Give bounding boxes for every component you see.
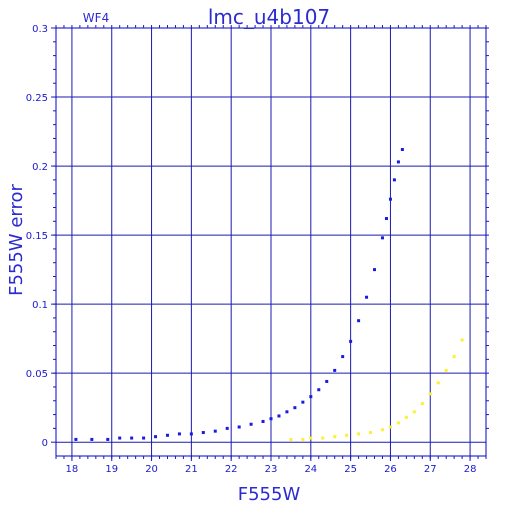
data-point [357,432,361,436]
data-point [189,432,193,436]
data-point [444,368,448,372]
data-point [380,236,384,240]
data-point [396,160,400,164]
tick-labels: 18 19 20 21 22 23 24 25 26 27 28 0 0.05 0.1 0.15 0.2 0.2… [26,24,477,475]
data-point [380,428,384,432]
x-tick-label: 18 [66,464,79,475]
data-point [177,432,181,436]
x-tick-label: 25 [344,464,357,475]
data-point [428,392,432,396]
data-point [436,381,440,385]
data-point [106,437,110,441]
data-point [357,319,361,323]
data-point [460,338,464,342]
x-tick-label: 20 [145,464,158,475]
data-point [333,368,337,372]
x-tick-label: 26 [384,464,397,475]
data-point [384,217,388,221]
y-tick-label: 0.3 [32,24,48,35]
data-point [237,425,241,429]
data-point [277,414,281,418]
x-tick-label: 24 [304,464,317,475]
data-point [404,415,408,419]
x-tick-label: 22 [225,464,238,475]
x-tick-label: 19 [105,464,118,475]
series-2 [289,338,464,441]
data-point [341,355,345,359]
data-point [289,437,293,441]
data-point [452,355,456,359]
data-point [321,436,325,440]
data-point [142,436,146,440]
data-point [317,388,321,392]
data-point [309,436,313,440]
data-point [333,435,337,439]
data-point [165,433,169,437]
data-point [388,197,392,201]
data-point [369,431,373,435]
data-point [365,295,369,299]
data-point [285,410,289,414]
y-tick-label: 0.25 [26,93,48,104]
data-point [301,400,305,404]
data-point [90,437,94,441]
data-point [301,437,305,441]
data-point [118,436,122,440]
y-tick-label: 0.05 [26,369,48,380]
data-point [400,147,404,151]
data-point [420,402,424,406]
data-point [154,435,158,439]
x-tick-label: 27 [424,464,437,475]
data-point [293,406,297,410]
x-tick-label: 23 [265,464,278,475]
data-point [373,268,377,272]
data-point [213,429,217,433]
ticks [51,25,489,461]
data-point [325,379,329,383]
x-tick-label: 28 [464,464,477,475]
data-point [225,426,229,430]
data-point [392,178,396,182]
y-tick-label: 0 [42,438,48,449]
data-point [396,421,400,425]
chip-annotation: WF4 [83,11,109,25]
y-tick-label: 0.1 [32,300,48,311]
data-point [269,417,273,421]
data-point [349,339,353,343]
data-series [74,147,464,441]
data-point [412,410,416,414]
chart-title: lmc_u4b107 [208,5,330,29]
y-tick-label: 0.15 [26,231,48,242]
x-axis-label: F555W [238,484,301,505]
y-axis-label: F555W error [6,184,27,296]
y-tick-label: 0.2 [32,162,48,173]
data-point [201,431,205,435]
data-point [74,437,78,441]
series-1 [74,147,404,441]
data-point [261,419,265,423]
x-tick-label: 21 [185,464,198,475]
data-point [345,433,349,437]
data-point [388,425,392,429]
data-point [309,395,313,399]
data-point [249,422,253,426]
data-point [130,436,134,440]
